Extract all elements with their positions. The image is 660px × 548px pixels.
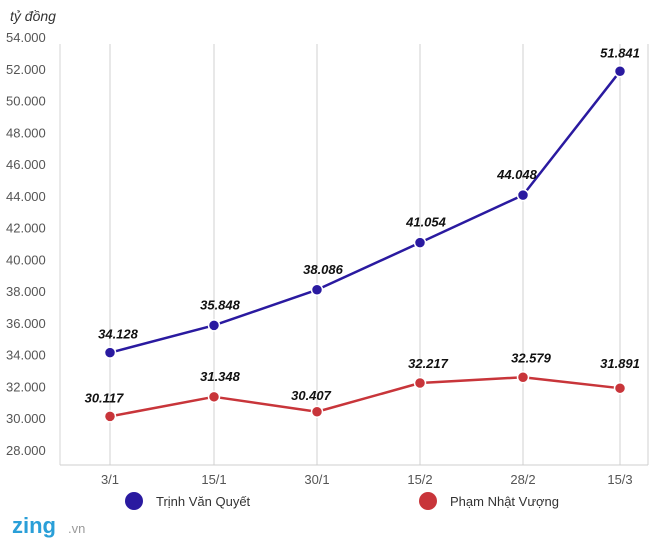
y-tick-label: 38.000 [6, 284, 46, 299]
x-tick-label: 15/2 [407, 472, 432, 487]
data-label: 31.348 [200, 369, 241, 384]
data-label: 44.048 [496, 167, 538, 182]
y-tick-label: 44.000 [6, 189, 46, 204]
grid [59, 44, 649, 465]
data-label: 38.086 [303, 262, 344, 277]
data-point [413, 236, 427, 249]
data-label: 35.848 [200, 297, 241, 312]
logo-text: zing [12, 513, 56, 538]
y-tick-label: 40.000 [6, 252, 46, 267]
legend-label: Trịnh Văn Quyết [156, 494, 251, 509]
x-tick-label: 30/1 [304, 472, 329, 487]
axes: 54.000 52.000 50.000 48.000 46.000 44.000 42.0… [6, 30, 648, 487]
data-point [310, 405, 324, 419]
legend: Trịnh Văn Quyết Phạm Nhật Vượng [125, 492, 559, 510]
data-point [413, 376, 427, 390]
y-tick-label: 36.000 [6, 316, 46, 331]
data-label: 34.128 [98, 327, 139, 342]
data-point [207, 319, 221, 332]
legend-label: Phạm Nhật Vượng [450, 494, 559, 509]
x-tick-label: 28/2 [510, 472, 535, 487]
series-lines: 34.128 35.848 38.086 41.054 44.048 51.841 30.1… [85, 45, 640, 423]
data-point [207, 390, 221, 404]
data-point [103, 410, 117, 423]
y-tick-label: 30.000 [6, 411, 46, 426]
zing-logo: zing .vn [12, 513, 85, 538]
data-point [310, 283, 324, 297]
y-tick-label: 54.000 [6, 30, 46, 45]
data-point [103, 346, 117, 359]
y-tick-label: 52.000 [6, 62, 46, 77]
series-line [109, 70, 621, 354]
data-label: 30.407 [291, 388, 332, 403]
series-2: 30.117 31.348 30.407 32.217 32.579 31.891 [85, 350, 640, 423]
legend-item-2: Phạm Nhật Vượng [419, 492, 559, 510]
y-tick-label: 32.000 [6, 379, 46, 394]
data-point [516, 188, 530, 202]
y-tick-label: 28.000 [6, 443, 46, 458]
logo-suffix: .vn [68, 521, 85, 536]
x-tick-label: 15/1 [201, 472, 226, 487]
data-point [613, 65, 627, 78]
y-tick-label: 42.000 [6, 221, 46, 236]
y-tick-label: 48.000 [6, 125, 46, 140]
data-label: 31.891 [600, 356, 640, 371]
data-label: 32.217 [408, 356, 449, 371]
data-label: 30.117 [85, 390, 125, 405]
data-point [613, 381, 627, 395]
x-tick-label: 15/3 [607, 472, 632, 487]
data-label: 51.841 [600, 45, 640, 60]
y-tick-label: 46.000 [6, 157, 46, 172]
data-label: 32.579 [511, 350, 552, 365]
series-line [109, 376, 621, 418]
y-tick-label: 34.000 [6, 348, 46, 363]
legend-item-1: Trịnh Văn Quyết [125, 492, 251, 510]
data-point [516, 371, 530, 384]
series-1: 34.128 35.848 38.086 41.054 44.048 51.841 [98, 45, 640, 359]
legend-marker [419, 492, 437, 510]
data-label: 41.054 [405, 215, 447, 230]
y-unit-label: tỷ đồng [10, 8, 56, 24]
legend-marker [125, 492, 143, 510]
y-tick-label: 50.000 [6, 94, 46, 109]
x-tick-label: 3/1 [101, 472, 119, 487]
